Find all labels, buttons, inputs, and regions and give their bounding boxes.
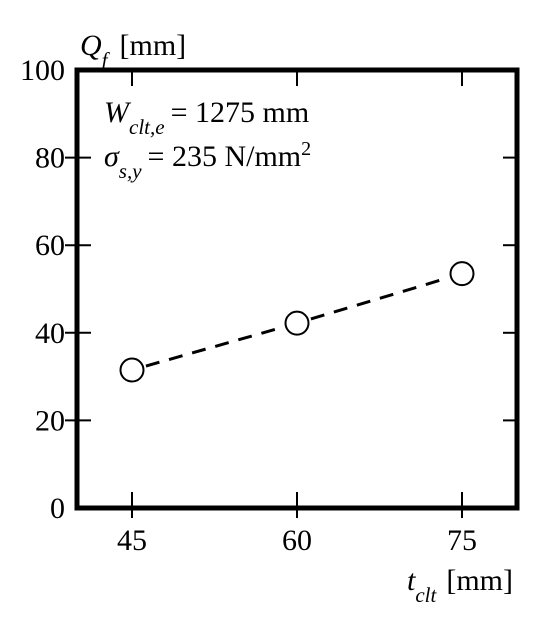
data-point-75 [449,261,475,287]
x-axis-symbol: t [407,564,416,597]
data-point-60 [284,310,310,336]
annotation-yield-subscript: s,y [119,159,142,183]
x-axis-unit: [mm] [446,564,513,597]
annotation-yield-stress: σs,y = 235 N/mm2 [104,138,311,183]
y-tick-label-40: 40 [35,317,65,350]
y-axis-symbol: Q [80,29,102,62]
plot-frame [74,67,520,511]
x-axis-title: tclt [mm] [407,564,513,607]
annotation-yield-value: = 235 N/mm [148,140,302,173]
annotation-width: Wclt,e = 1275 mm [104,96,309,139]
y-axis-unit: [mm] [120,29,187,62]
annotation-width-symbol: W [104,96,132,129]
y-axis-subscript: f [102,48,111,72]
data-point-45 [119,357,145,383]
y-axis-title: Qf [mm] [80,29,186,72]
annotation-width-subscript: clt,e [129,115,165,139]
annotation-yield-superscript: 2 [301,138,311,160]
tick-labels: 0 20 40 60 80 100 45 60 75 [20,54,477,557]
y-tick-label-60: 60 [35,229,65,262]
x-tick-label-60: 60 [282,524,312,557]
y-tick-label-100: 100 [20,54,65,87]
y-tick-label-80: 80 [35,142,65,175]
x-tick-label-45: 45 [117,524,147,557]
data-points [119,261,475,383]
annotation-width-value: = 1275 mm [171,96,310,129]
x-tick-label-75: 75 [447,524,477,557]
annotation-yield-symbol: σ [104,140,120,173]
y-tick-label-20: 20 [35,404,65,437]
x-axis-subscript: clt [415,583,437,607]
y-tick-label-0: 0 [50,492,65,525]
